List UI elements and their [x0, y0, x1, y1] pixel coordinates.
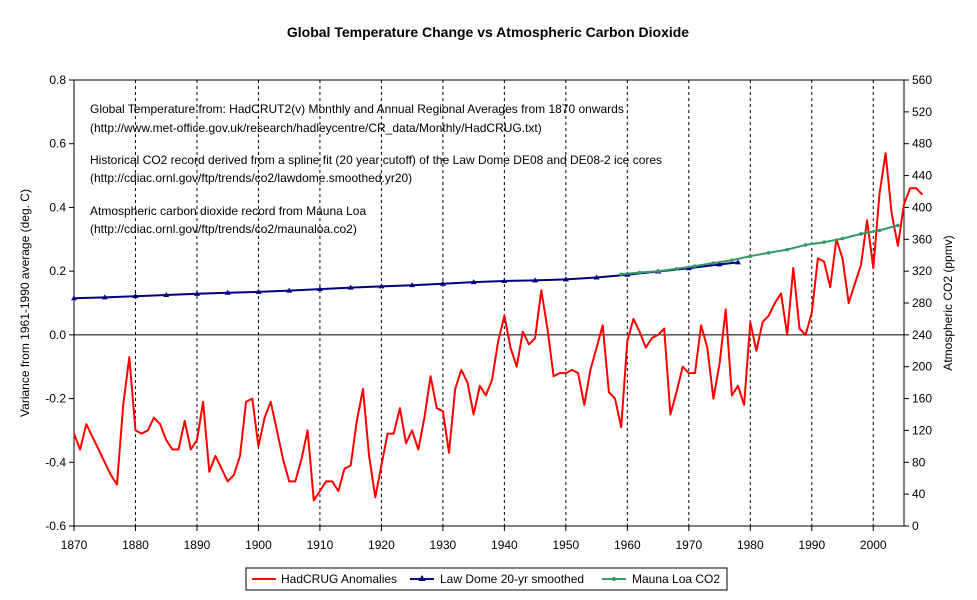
annotation-line: Historical CO2 record derived from a spl… — [90, 153, 662, 167]
y-tick-label: -0.4 — [45, 455, 66, 469]
legend-label-lawdome: Law Dome 20-yr smoothed — [440, 572, 584, 586]
data-point-mauna-loa-co2 — [619, 272, 623, 277]
x-tick-label: 1970 — [675, 538, 702, 552]
y2-tick-label: 400 — [912, 200, 932, 214]
y-tick-label: 0.0 — [49, 328, 66, 342]
x-tick-label: 1930 — [430, 538, 457, 552]
y2-tick-label: 520 — [912, 105, 932, 119]
y2-tick-label: 480 — [912, 137, 932, 151]
y2-tick-label: 200 — [912, 360, 932, 374]
data-point-mauna-loa-co2 — [711, 261, 716, 265]
annotation-line: Global Temperature from: HadCRUT2(v) Mon… — [90, 102, 624, 116]
x-tick-label: 1990 — [798, 538, 825, 552]
axes: 1870 1880 1890 1900 1910 1920 1930 1940 1950 1960… — [45, 73, 932, 552]
data-point-law-dome-20-yr-smoothed — [439, 280, 446, 286]
data-point-mauna-loa-co2 — [840, 236, 845, 241]
legend-frame — [245, 567, 728, 591]
x-tick-label: 1890 — [184, 538, 211, 552]
x-tick-label: 2000 — [860, 538, 887, 552]
y-axis-label: Variance from 1961-1990 average (deg. C) — [18, 189, 32, 417]
annotation-line: Atmospheric carbon dioxide record from M… — [90, 204, 366, 218]
data-point-law-dome-20-yr-smoothed — [286, 287, 293, 293]
legend-marker-lawdome — [418, 575, 426, 581]
data-point-law-dome-20-yr-smoothed — [501, 278, 508, 284]
data-point-mauna-loa-co2 — [822, 240, 826, 244]
legend-marker-maunaloa — [612, 577, 616, 581]
data-point-law-dome-20-yr-smoothed — [532, 277, 539, 283]
data-point-law-dome-20-yr-smoothed — [593, 274, 600, 280]
data-point-mauna-loa-co2 — [693, 264, 697, 268]
data-point-law-dome-20-yr-smoothed — [378, 283, 385, 289]
data-point-law-dome-20-yr-smoothed — [409, 282, 416, 288]
x-tick-label: 1920 — [368, 538, 395, 552]
y-tick-label: -0.2 — [45, 392, 66, 406]
x-tick-label: 1960 — [614, 538, 641, 552]
gridlines — [74, 80, 904, 526]
x-tick-label: 1910 — [307, 538, 334, 552]
y2-tick-label: 0 — [912, 519, 919, 533]
annotation-line: (http://www.met-office.gov.uk/research/h… — [90, 121, 542, 135]
x-tick-label: 1940 — [491, 538, 518, 552]
y-tick-label: 0.4 — [49, 200, 66, 214]
y-tick-label: 0.2 — [49, 264, 66, 278]
data-point-mauna-loa-co2 — [785, 247, 789, 252]
data-point-law-dome-20-yr-smoothed — [470, 279, 477, 285]
y2-axis-label: Atmospheric CO2 (ppmv) — [941, 235, 955, 370]
y2-tick-label: 560 — [912, 73, 932, 87]
y2-tick-label: 40 — [912, 487, 926, 501]
data-point-law-dome-20-yr-smoothed — [132, 293, 139, 299]
series-line-hadcrug-anomalies — [73, 152, 924, 502]
series-line-law-dome-20-yr-smoothed — [73, 261, 739, 300]
plot-area-frame — [73, 79, 905, 527]
series-layer — [71, 152, 924, 502]
x-tick-label: 1900 — [245, 538, 272, 552]
data-point-mauna-loa-co2 — [656, 269, 660, 274]
data-point-law-dome-20-yr-smoothed — [255, 288, 262, 294]
data-point-mauna-loa-co2 — [637, 270, 642, 275]
y2-tick-label: 240 — [912, 328, 932, 342]
annotation-line: (http://cdiac.ornl.gov/ftp/trends/co2/ma… — [90, 222, 357, 236]
x-tick-label: 1880 — [122, 538, 149, 552]
annotation-line: (http://cdiac.ornl.gov/ftp/trends/co2/la… — [90, 171, 412, 185]
legend-label-maunaloa: Mauna Loa CO2 — [632, 572, 720, 586]
data-point-mauna-loa-co2 — [877, 228, 882, 233]
legend: HadCRUG Anomalies Law Dome 20-yr smoothe… — [245, 567, 728, 591]
y2-tick-label: 360 — [912, 232, 932, 246]
data-point-mauna-loa-co2 — [896, 223, 900, 228]
data-point-law-dome-20-yr-smoothed — [193, 290, 200, 296]
data-point-law-dome-20-yr-smoothed — [101, 294, 108, 300]
y2-tick-label: 440 — [912, 169, 932, 183]
data-point-mauna-loa-co2 — [859, 232, 863, 236]
y2-tick-label: 160 — [912, 392, 932, 406]
data-point-mauna-loa-co2 — [674, 266, 679, 271]
legend-label-hadcrug: HadCRUG Anomalies — [281, 572, 397, 586]
data-point-law-dome-20-yr-smoothed — [347, 284, 354, 290]
data-point-law-dome-20-yr-smoothed — [224, 289, 231, 295]
x-tick-label: 1950 — [553, 538, 580, 552]
source-annotations: Global Temperature from: HadCRUT2(v) Mon… — [90, 102, 662, 236]
data-point-mauna-loa-co2 — [766, 251, 771, 255]
x-tick-label: 1980 — [737, 538, 764, 552]
data-point-law-dome-20-yr-smoothed — [716, 261, 723, 267]
y2-tick-label: 80 — [912, 455, 926, 469]
y2-tick-label: 120 — [912, 423, 932, 437]
data-point-law-dome-20-yr-smoothed — [71, 295, 77, 301]
y2-tick-label: 320 — [912, 264, 932, 278]
data-point-mauna-loa-co2 — [803, 243, 808, 247]
chart-title: Global Temperature Change vs Atmospheric… — [287, 24, 689, 40]
y-tick-label: -0.6 — [45, 519, 66, 533]
data-point-law-dome-20-yr-smoothed — [735, 259, 741, 265]
data-point-mauna-loa-co2 — [748, 254, 753, 259]
data-point-law-dome-20-yr-smoothed — [163, 292, 170, 298]
y-tick-label: 0.8 — [49, 73, 66, 87]
y-tick-label: 0.6 — [49, 137, 66, 151]
data-point-law-dome-20-yr-smoothed — [316, 286, 323, 292]
x-tick-label: 1870 — [61, 538, 88, 552]
data-point-law-dome-20-yr-smoothed — [562, 276, 569, 282]
data-point-mauna-loa-co2 — [730, 258, 734, 262]
series-line-mauna-loa-co2 — [621, 224, 899, 276]
y2-tick-label: 280 — [912, 296, 932, 310]
